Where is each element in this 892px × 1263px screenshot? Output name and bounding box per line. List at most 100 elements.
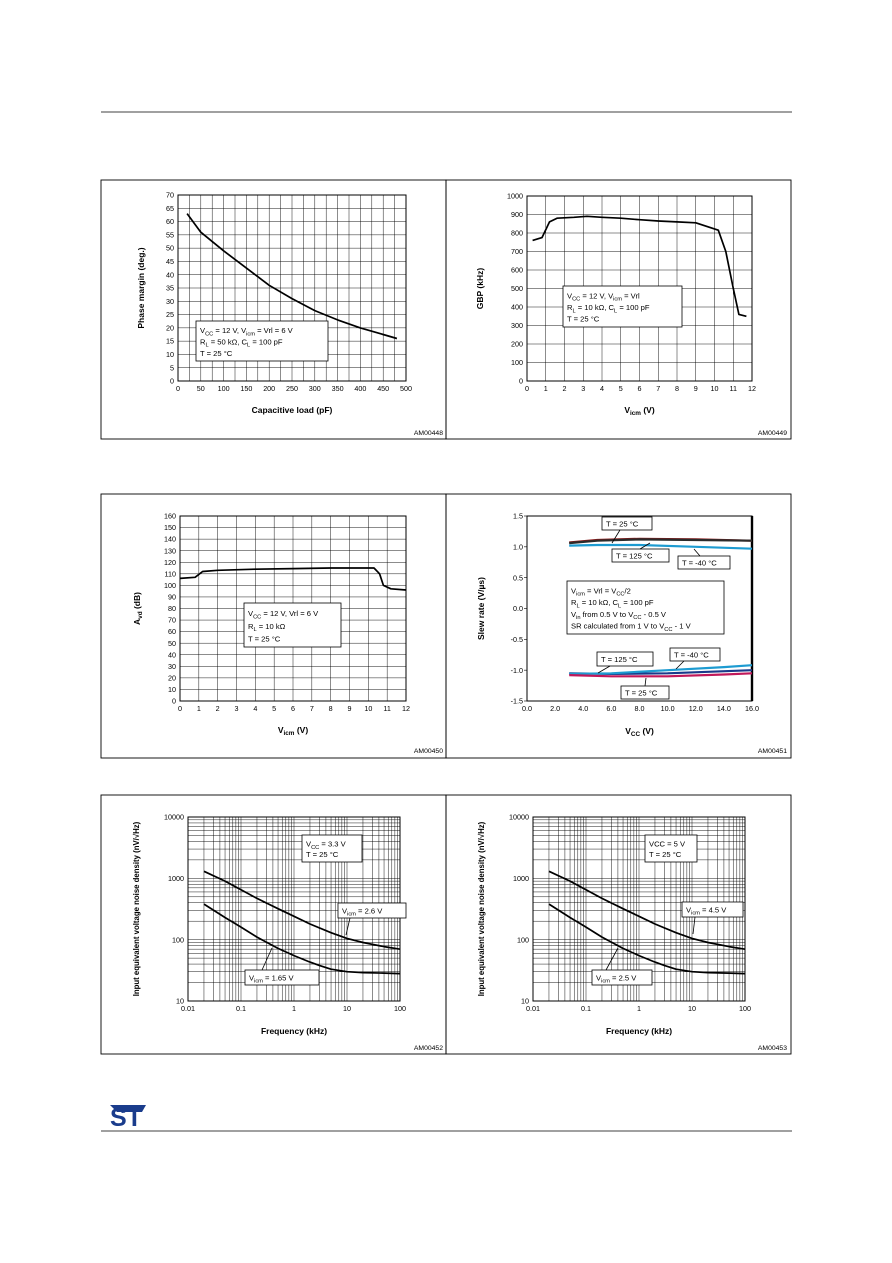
x-tick-label: 0.1 xyxy=(236,1004,246,1013)
text-run: = 100 pF xyxy=(621,598,654,607)
y-axis-label: Input equivalent voltage noise density (… xyxy=(477,821,486,996)
y-tick-label: 100 xyxy=(511,358,523,367)
text-run: (dB) xyxy=(132,592,142,612)
text-run: = Vrl = V xyxy=(585,586,617,595)
x-axis-label: Frequency (kHz) xyxy=(261,1026,327,1036)
annotation-box xyxy=(301,834,363,863)
annotation-text: T = -40 °C xyxy=(674,651,709,660)
x-tick-label: 0.01 xyxy=(526,1004,540,1013)
series-line-1 xyxy=(203,903,401,975)
y-axis-label: Slew rate (V/µs) xyxy=(476,577,486,640)
figure-id: AM00448 xyxy=(414,430,443,437)
text-run: V xyxy=(567,291,573,300)
st-logo-bar xyxy=(110,1105,146,1112)
y-tick-label: 10000 xyxy=(164,813,184,822)
text-run: V xyxy=(625,726,631,736)
x-tick-label: 450 xyxy=(377,384,389,393)
annotation-pointer xyxy=(345,917,351,936)
y-tick-label: 10000 xyxy=(509,813,529,822)
subscript-run: icm xyxy=(601,979,610,985)
annotation-text: Vicm = Vrl = VCC/2 xyxy=(571,586,631,597)
series-line-1 xyxy=(548,903,746,975)
annotation-text: VCC = 12 V, Vicm = Vrl xyxy=(567,291,640,302)
text-run: = Vrl xyxy=(622,291,640,300)
text-run: (V) xyxy=(640,726,654,736)
y-tick-label: 40 xyxy=(168,650,176,659)
x-tick-label: 350 xyxy=(332,384,344,393)
subscript-run: CC xyxy=(631,731,641,738)
annotation-box xyxy=(596,651,654,667)
text-run: = 50 kΩ, C xyxy=(209,337,248,346)
text-run: V xyxy=(342,907,348,916)
annotation-text: T = 125 °C xyxy=(616,552,653,561)
subscript-run: vd xyxy=(137,611,144,619)
text-run: = 2.6 V xyxy=(356,907,383,916)
y-tick-label: 20 xyxy=(166,323,174,332)
text-run: V xyxy=(278,725,284,735)
x-tick-label: 1 xyxy=(292,1004,296,1013)
chart-frame xyxy=(100,794,447,1055)
text-run: V xyxy=(200,326,206,335)
chart-AM00453: 0.01 0.1 1 10 100 10 100 1000 10000 Frequency (kH… xyxy=(445,794,792,1055)
y-tick-label: 10 xyxy=(166,350,174,359)
chart-AM00452: 0.01 0.1 1 10 100 10 100 1000 10000 Frequency (kH… xyxy=(100,794,447,1055)
annotation-text: VCC = 12 V, Vrl = 6 V xyxy=(248,609,319,620)
annotation-text: Vin from 0.5 V to VCC - 0.5 V xyxy=(571,610,667,621)
text-run: = 3.3 V xyxy=(319,840,346,849)
x-tick-label: 10 xyxy=(688,1004,696,1013)
text-run: = 12 V, V xyxy=(580,291,614,300)
text-run: - 0.5 V xyxy=(642,610,667,619)
x-tick-label: 9 xyxy=(348,704,352,713)
annotation-box xyxy=(669,647,721,662)
x-tick-label: 6 xyxy=(638,384,642,393)
x-tick-label: 100 xyxy=(218,384,230,393)
text-run: = 4.5 V xyxy=(700,906,727,915)
x-tick-label: 3 xyxy=(581,384,585,393)
annotation-box xyxy=(601,516,653,531)
text-run: T = 25 °C xyxy=(306,850,339,859)
x-tick-label: 8 xyxy=(675,384,679,393)
annotation-pointer xyxy=(639,542,651,550)
chart-frame xyxy=(445,794,792,1055)
annotation-text: RL = 10 kΩ xyxy=(248,622,286,633)
plot-area xyxy=(532,816,746,1002)
text-run: - 1 V xyxy=(673,622,692,631)
x-tick-label: 11 xyxy=(383,704,390,713)
y-tick-label: 0.0 xyxy=(513,604,523,613)
y-tick-label: 30 xyxy=(168,662,176,671)
text-run: = 1.65 V xyxy=(263,974,295,983)
text-run: = 100 pF xyxy=(250,337,283,346)
annotation-pointer xyxy=(261,947,273,971)
x-axis-label: Vicm (V) xyxy=(624,405,655,417)
x-tick-label: 200 xyxy=(263,384,275,393)
series-line-0 xyxy=(179,567,407,591)
text-run: = 2.5 V xyxy=(610,974,637,983)
series-line-2 xyxy=(569,543,753,550)
annotation-pointer xyxy=(675,660,685,670)
subscript-run: CC xyxy=(205,331,213,337)
subscript-run: CC xyxy=(616,592,624,598)
x-tick-label: 100 xyxy=(739,1004,751,1013)
y-tick-label: 50 xyxy=(168,639,176,648)
annotation-text: RL = 10 kΩ, CL = 100 pF xyxy=(567,303,650,314)
x-tick-label: 10 xyxy=(364,704,372,713)
y-tick-label: 200 xyxy=(511,340,523,349)
x-tick-label: 12 xyxy=(748,384,756,393)
figure-id: AM00449 xyxy=(758,430,787,437)
annotation-text: Vicm = 1.65 V xyxy=(249,974,294,985)
text-run: T = 25 °C xyxy=(625,689,658,698)
series-line-0 xyxy=(186,213,398,340)
text-run: = 10 kΩ, C xyxy=(580,598,619,607)
y-tick-label: 60 xyxy=(166,217,174,226)
y-tick-label: 60 xyxy=(168,627,176,636)
x-tick-label: 16.0 xyxy=(745,704,759,713)
x-tick-label: 10 xyxy=(343,1004,351,1013)
annotation-box xyxy=(243,602,342,648)
y-axis-label: GBP (kHz) xyxy=(475,268,485,310)
text-run: R xyxy=(200,337,206,346)
text-run: = 12 V, Vrl = 6 V xyxy=(261,609,319,618)
text-run: R xyxy=(248,622,254,631)
x-tick-label: 300 xyxy=(309,384,321,393)
y-axis-label: Input equivalent voltage noise density (… xyxy=(132,821,141,996)
